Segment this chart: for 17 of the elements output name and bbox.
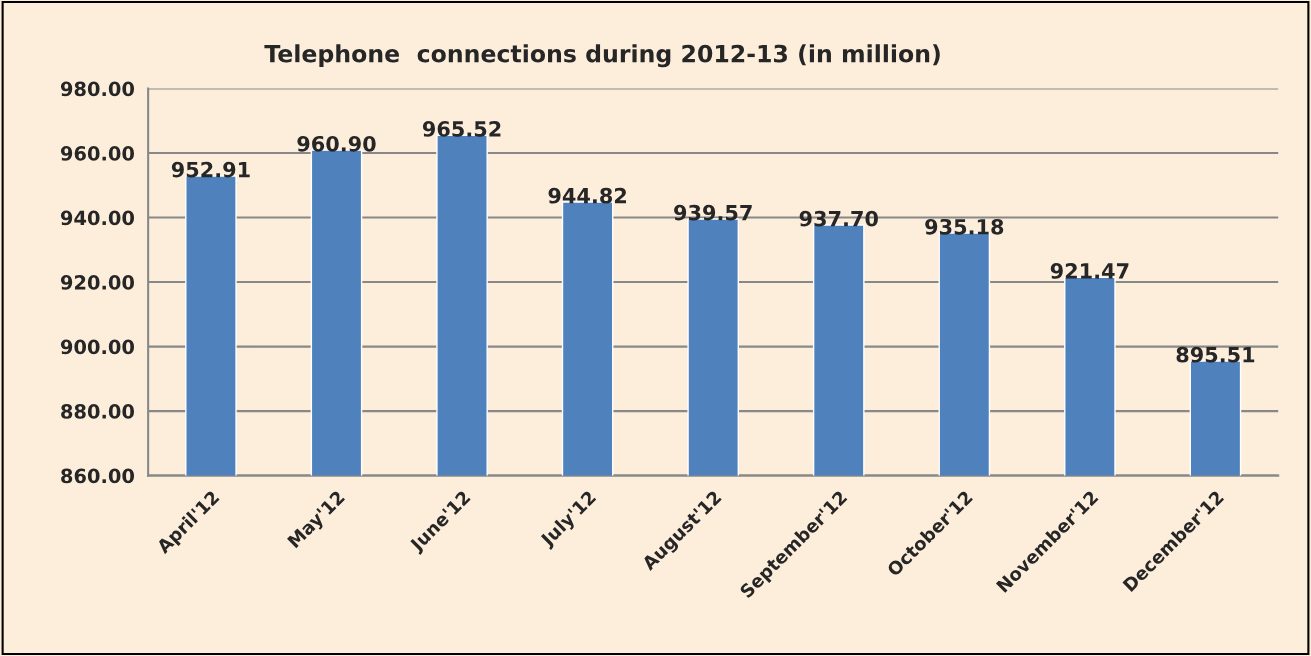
y-tick-label: 900.00 — [60, 339, 135, 355]
chart-title: Telephone connections during 2012-13 (in million) — [264, 44, 940, 68]
y-tick-label: 980.00 — [60, 81, 135, 97]
data-label: 960.90 — [297, 135, 376, 152]
data-label: 965.52 — [422, 121, 501, 137]
data-label: 921.47 — [1050, 263, 1129, 279]
y-tick-label: 920.00 — [60, 275, 135, 290]
y-tick-label: 960.00 — [60, 146, 135, 161]
y-tick-label: 860.00 — [61, 468, 135, 484]
data-label: 935.18 — [925, 218, 1004, 235]
data-label: 895.51 — [1176, 346, 1255, 363]
data-label: 937.70 — [799, 210, 878, 227]
y-tick-label: 880.00 — [61, 404, 135, 419]
y-tick-label: 940.00 — [60, 210, 135, 226]
data-label: 939.57 — [674, 204, 752, 221]
data-label: 952.91 — [171, 161, 250, 178]
data-label: 944.82 — [548, 187, 627, 204]
